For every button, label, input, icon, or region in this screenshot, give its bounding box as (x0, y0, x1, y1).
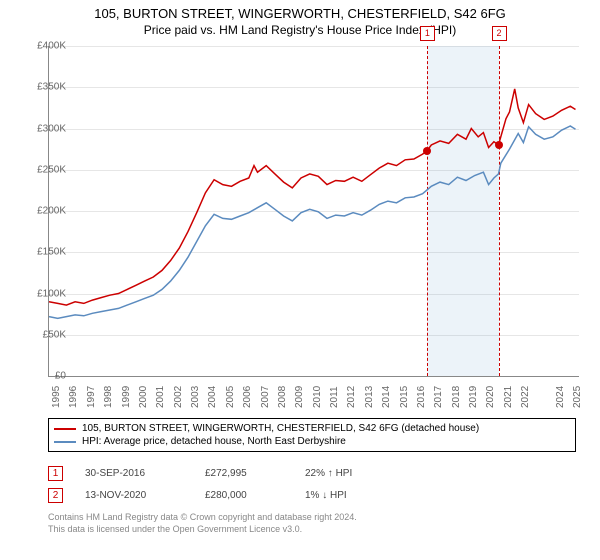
x-axis-tick: 2015 (399, 386, 410, 408)
footnote-line: Contains HM Land Registry data © Crown c… (48, 512, 357, 524)
chart-container: 105, BURTON STREET, WINGERWORTH, CHESTER… (0, 0, 600, 560)
x-axis-tick: 2013 (364, 386, 375, 408)
plot-area: 12 (48, 46, 579, 377)
legend-label: HPI: Average price, detached house, Nort… (82, 436, 346, 447)
sale-dot-2 (495, 141, 503, 149)
x-axis-tick: 2014 (381, 386, 392, 408)
y-axis-tick: £350K (22, 82, 66, 93)
x-axis-tick: 1997 (86, 386, 97, 408)
x-axis-tick: 2017 (433, 386, 444, 408)
x-axis-tick: 2000 (138, 386, 149, 408)
legend-swatch (54, 428, 76, 430)
y-axis-tick: £200K (22, 206, 66, 217)
y-axis-tick: £250K (22, 164, 66, 175)
chart-title: 105, BURTON STREET, WINGERWORTH, CHESTER… (0, 0, 600, 21)
sale-date: 13-NOV-2020 (85, 490, 205, 501)
sale-dot-1 (423, 147, 431, 155)
x-axis-tick: 2004 (207, 386, 218, 408)
x-axis-tick: 2024 (555, 386, 566, 408)
x-axis-tick: 1995 (51, 386, 62, 408)
x-axis-tick: 2010 (312, 386, 323, 408)
x-axis-tick: 2001 (155, 386, 166, 408)
legend-item: 105, BURTON STREET, WINGERWORTH, CHESTER… (54, 422, 570, 435)
x-axis-tick: 2009 (294, 386, 305, 408)
sale-price: £280,000 (205, 490, 305, 501)
sale-row: 1 30-SEP-2016 £272,995 22% ↑ HPI (48, 462, 576, 484)
x-axis-tick: 2016 (416, 386, 427, 408)
x-axis-tick: 2012 (346, 386, 357, 408)
sale-price: £272,995 (205, 468, 305, 479)
footnote-line: This data is licensed under the Open Gov… (48, 524, 357, 536)
legend-label: 105, BURTON STREET, WINGERWORTH, CHESTER… (82, 423, 479, 434)
y-axis-tick: £50K (22, 329, 66, 340)
sale-row: 2 13-NOV-2020 £280,000 1% ↓ HPI (48, 484, 576, 506)
sale-date: 30-SEP-2016 (85, 468, 205, 479)
series-property (49, 89, 576, 305)
y-axis-tick: £400K (22, 41, 66, 52)
legend: 105, BURTON STREET, WINGERWORTH, CHESTER… (48, 418, 576, 452)
sale-marker-icon: 1 (48, 466, 63, 481)
legend-item: HPI: Average price, detached house, Nort… (54, 435, 570, 448)
sale-marker-icon: 2 (48, 488, 63, 503)
y-axis-tick: £150K (22, 247, 66, 258)
sale-marker-2: 2 (492, 26, 507, 41)
x-axis-tick: 2007 (260, 386, 271, 408)
sale-pct: 22% ↑ HPI (305, 468, 415, 479)
sale-pct: 1% ↓ HPI (305, 490, 415, 501)
x-axis-tick: 2008 (277, 386, 288, 408)
x-axis-tick: 1996 (68, 386, 79, 408)
x-axis-tick: 2006 (242, 386, 253, 408)
x-axis-tick: 2018 (451, 386, 462, 408)
sales-table: 1 30-SEP-2016 £272,995 22% ↑ HPI 2 13-NO… (48, 462, 576, 506)
x-axis-tick: 2005 (225, 386, 236, 408)
footnote: Contains HM Land Registry data © Crown c… (48, 512, 357, 535)
x-axis-tick: 2011 (329, 386, 340, 408)
sale-marker-1: 1 (420, 26, 435, 41)
y-axis-tick: £300K (22, 123, 66, 134)
legend-swatch (54, 441, 76, 443)
x-axis-tick: 2002 (173, 386, 184, 408)
x-axis-tick: 2022 (520, 386, 531, 408)
x-axis-tick: 2003 (190, 386, 201, 408)
x-axis-tick: 2021 (503, 386, 514, 408)
y-axis-tick: £0 (22, 371, 66, 382)
x-axis-tick: 2020 (485, 386, 496, 408)
x-axis-tick: 2025 (572, 386, 583, 408)
x-axis-tick: 1999 (121, 386, 132, 408)
line-plot (49, 46, 579, 376)
x-axis-tick: 1998 (103, 386, 114, 408)
y-axis-tick: £100K (22, 288, 66, 299)
chart-subtitle: Price paid vs. HM Land Registry's House … (0, 21, 600, 37)
x-axis-tick: 2019 (468, 386, 479, 408)
